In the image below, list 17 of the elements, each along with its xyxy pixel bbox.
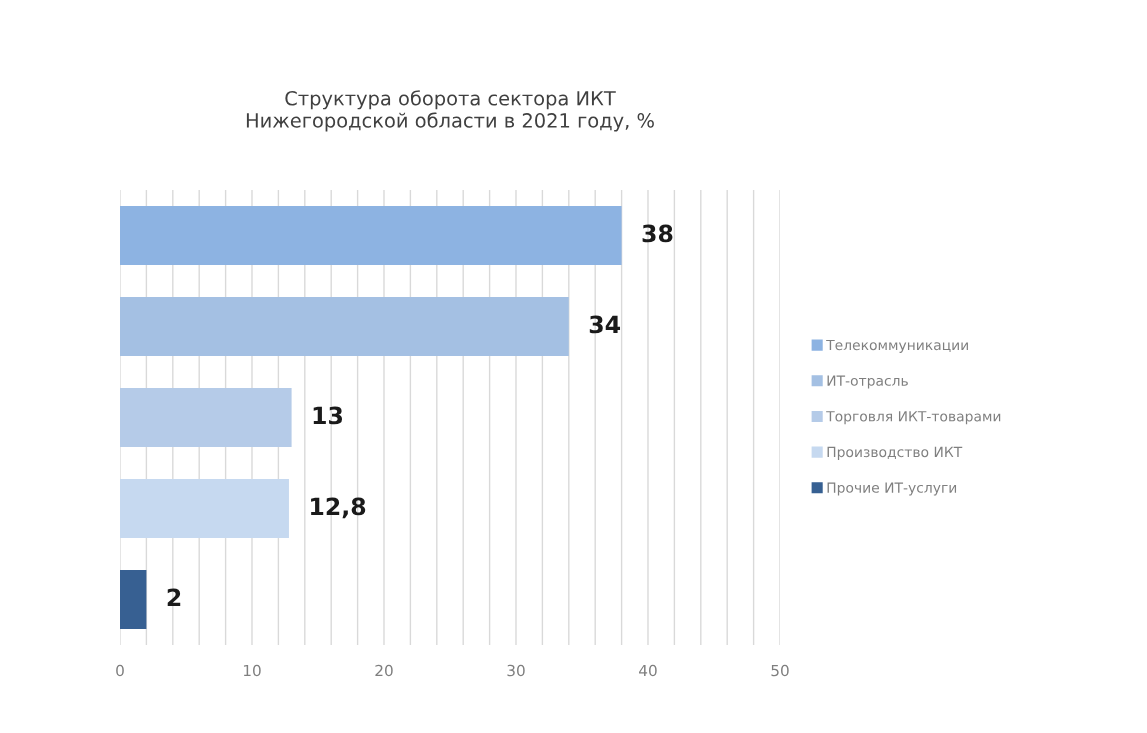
chart-title: Структура оборота сектора ИКТ Нижегородской области в 2021 году, % (246, 90, 654, 132)
data-label: 38 (642, 224, 673, 243)
x-tick-label: 10 (243, 664, 261, 677)
legend-label: Прочие ИТ-услуги (827, 482, 957, 496)
legend-label: Производство ИКТ (827, 446, 963, 460)
x-tick-label: 50 (771, 664, 789, 677)
legend-label: Торговля ИКТ-товарами (826, 411, 1001, 425)
data-label: 2 (167, 588, 181, 607)
legend-label: Телекоммуникации (826, 339, 968, 353)
data-label: 13 (313, 406, 343, 425)
x-tick-label: 0 (116, 664, 124, 677)
x-tick-label: 40 (639, 664, 657, 677)
data-label: 34 (589, 315, 621, 334)
x-tick-label: 20 (375, 664, 393, 677)
data-label: 12,8 (311, 497, 366, 519)
legend-label: ИТ-отрасль (827, 375, 908, 389)
x-tick-label: 30 (507, 664, 525, 677)
